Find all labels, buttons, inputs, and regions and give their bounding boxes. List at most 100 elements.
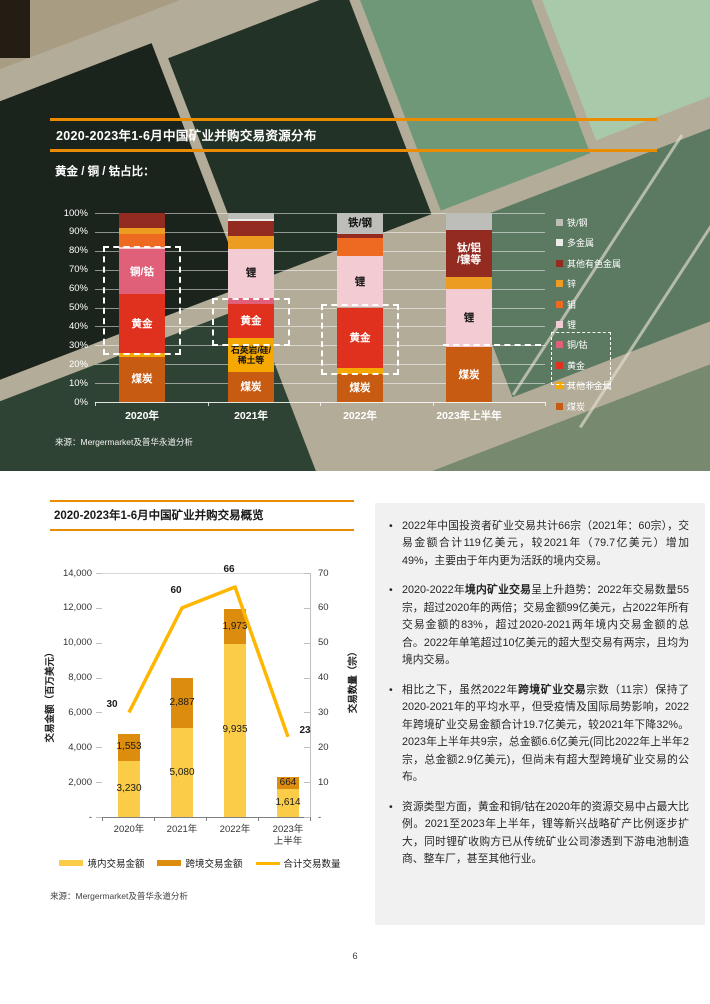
bullet-marker: • [389,520,393,532]
right-tick [304,747,310,749]
bar-segment-锂 [337,256,383,308]
bullet-text-run: 2022年中国投资者矿业交易共计66宗（2021年：60宗），交易金额合计119… [402,520,689,567]
bar-crossborder [118,733,140,761]
bar-segment-黄金 [119,294,165,353]
y-axis-label-100: 100% [63,207,88,219]
x-axis-tick [310,817,311,821]
left-tick [96,573,102,574]
segment-label-黄金: 黄金 [240,314,262,327]
gridline-10 [95,383,545,385]
y-axis-label-40: 40% [68,320,88,332]
bar-segment-锂 [446,288,492,348]
bar-segment-钼 [119,233,165,247]
chart1-title-text: 2020-2023年1-6月中国矿业并购交易资源分布 [56,129,317,143]
bar-segment-锌 [228,235,274,249]
left-tick-label: 10,000 [62,637,92,649]
bar-segment-锌 [446,277,492,289]
highlight-dashed-box [212,298,290,347]
left-tick [96,817,102,818]
segment-label-锂: 锂 [463,311,475,324]
left-tick-label: 12,000 [62,602,92,614]
legend-item-锌: 锌 [556,277,576,290]
bar-crossborder [171,678,193,729]
left-tick-label: - [88,811,92,823]
legend-item-煤炭: 煤炭 [556,400,585,413]
legend-item-铜/钴: 铜/钴 [556,338,588,351]
y-axis-label-50: 50% [68,302,88,313]
left-tick-label: 14,000 [62,567,92,579]
segment-label-铜/钴: 铜/钴 [130,265,154,278]
y-axis-label-10: 10% [68,377,88,389]
legend-item-铁/钢: 铁/钢 [556,216,588,229]
gridline-20 [95,364,545,366]
bullet-text: 资源类型方面，黄金和铜/钴在2020年的资源交易中占最大比例。2021至2023… [402,799,689,869]
y-axis-label-80: 80% [68,245,88,257]
highlight-dashed-box [103,246,181,355]
legend-label: 锌 [567,279,577,290]
right-tick-label: - [318,811,322,823]
legend-swatch-合计交易数量 [255,861,280,865]
y-axis-label-90: 90% [68,226,88,238]
y-axis-title-right: 交易数量（宗） [348,646,359,714]
bar-segment-煤炭 [337,373,383,402]
line-point-label: 60 [170,584,182,596]
bar-segment-其他有色金属 [228,220,274,236]
bullet-text-run: 宗数（11宗）保持了2020-2021年的平均水平，但受疫情及国际局势影响，20… [402,683,689,784]
bar-crossborder [277,777,299,789]
bar-segment-煤炭 [119,356,165,402]
bullet-item-3: • 相比之下，虽然2022年跨境矿业交易宗数（11宗）保持了2020-2021年的… [389,682,689,787]
legend-swatch-其他非金属 [556,382,563,390]
segment-label-锂: 锂 [245,267,257,280]
x-axis-label: 2022年 [343,410,377,422]
segment-label-其他有色金属: 钛/铝/镍等 [457,241,481,266]
left-tick-label: 4,000 [68,741,92,753]
x-axis-label: 2021年 [166,824,198,835]
right-tick [304,607,310,609]
bar-value-domestic: 3,230 [116,782,142,794]
legend-item-跨境交易金额: 跨境交易金额 [157,856,243,870]
total-deals-line [127,585,290,738]
x-axis-label: 2020年 [113,824,145,835]
legend-label: 其他有色金属 [567,258,622,269]
left-tick [96,712,102,714]
bullet-text-run: 呈上升趋势：2022年交易数量55宗，超过2020年的两倍；交易金额99亿美元，… [402,584,690,667]
legend-item-多金属: 多金属 [556,236,594,249]
bar-segment-铜/钴 [228,298,274,304]
right-tick [304,573,310,574]
gridline-60 [95,288,545,290]
bullet-text-run: 资源类型方面，黄金和铜/钴在2020年的资源交易中占最大比例。2021至2023… [402,800,689,866]
right-tick-label: 30 [318,706,329,718]
gridline-30 [95,345,545,347]
bar-value-domestic: 5,080 [169,766,195,778]
segment-label-黄金: 黄金 [349,331,371,344]
x-axis-tick [258,817,259,821]
legend-label: 黄金 [567,360,586,371]
line-point-label: 30 [106,699,118,711]
bullet-marker: • [389,584,393,597]
segment-label-煤炭: 煤炭 [349,381,371,394]
legend-item-境内交易金额: 境内交易金额 [59,856,144,870]
bar-segment-黄金 [337,307,383,368]
y-axis-label-20: 20% [68,358,88,370]
legend-swatch-钼 [556,300,563,308]
bullet-text: 2020-2022年境内矿业交易呈上升趋势：2022年交易数量55宗，超过202… [402,582,689,669]
right-tick-label: 70 [318,567,329,579]
bar-domestic [277,788,299,817]
gridline-80 [95,250,545,252]
bar-crossborder [224,609,246,644]
right-tick [304,817,310,818]
legend-swatch-铁/钢 [556,219,563,226]
segment-label-煤炭: 煤炭 [240,380,262,393]
bar-segment-其他有色金属 [446,230,492,278]
bullet-text-run: 相比之下，虽然2022年 [402,683,518,696]
gridline-100 [95,213,545,214]
legend-swatch-跨境交易金额 [157,860,182,866]
chart1-source: 来源：Mergermarket及普华永道分析 [55,437,193,447]
legend-swatch-境内交易金额 [59,860,84,866]
y-axis-label-70: 70% [68,264,88,276]
highlight-dashed-line [443,344,541,347]
bar-value-domestic: 9,935 [222,724,248,736]
bar-segment-铁/钢 [446,213,492,230]
x-axis-tick [207,402,209,406]
bar-segment-其他非金属 [228,337,274,372]
